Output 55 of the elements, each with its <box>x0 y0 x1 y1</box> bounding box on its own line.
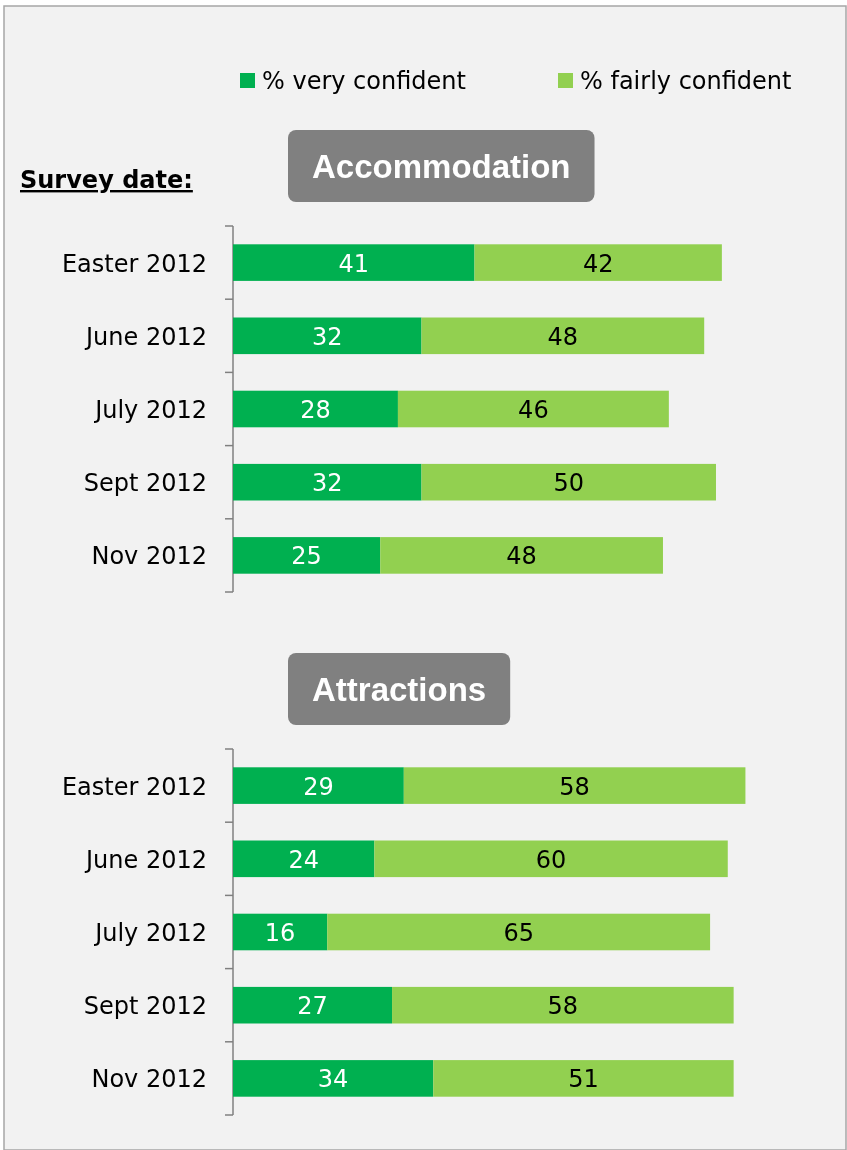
data-label: 50 <box>553 469 584 498</box>
bar <box>233 537 381 574</box>
data-label: 16 <box>264 919 296 947</box>
data-label: 34 <box>317 1065 349 1094</box>
data-label: 29 <box>303 772 334 801</box>
data-label: 41 <box>338 249 370 278</box>
legend-label: % very confident <box>262 67 466 95</box>
data-label: 65 <box>503 919 534 947</box>
bar <box>233 913 328 951</box>
data-label: 42 <box>582 249 614 278</box>
chart-title: Attractions <box>312 671 487 708</box>
bar <box>233 767 404 804</box>
y-tick-label: Nov 2012 <box>91 1065 207 1094</box>
y-tick-label: June 2012 <box>84 322 207 351</box>
data-label: 27 <box>297 992 328 1021</box>
data-label: 24 <box>288 845 319 874</box>
bar <box>327 913 711 951</box>
y-tick-label: Sept 2012 <box>83 992 207 1021</box>
legend-label: % fairly confident <box>580 67 792 95</box>
y-tick-label: Easter 2012 <box>61 249 207 278</box>
data-label: 51 <box>568 1065 599 1094</box>
bar <box>233 840 375 878</box>
data-label: 58 <box>559 772 590 801</box>
data-label: 60 <box>535 845 567 874</box>
y-tick-label: June 2012 <box>84 845 207 874</box>
data-label: 48 <box>506 542 537 571</box>
bar <box>233 1060 434 1097</box>
bar <box>233 317 422 355</box>
data-label: 32 <box>311 322 343 351</box>
y-tick-label: July 2012 <box>93 396 207 424</box>
bar <box>233 244 475 281</box>
y-tick-label: Sept 2012 <box>83 469 207 498</box>
bar <box>233 986 393 1024</box>
chart-title: Accommodation <box>312 148 571 185</box>
bar <box>421 317 705 355</box>
y-tick-label: Easter 2012 <box>61 772 207 801</box>
bar <box>474 244 722 281</box>
data-label: 46 <box>518 396 549 424</box>
data-label: 48 <box>547 322 579 351</box>
bar <box>374 840 728 878</box>
y-tick-label: July 2012 <box>93 919 207 947</box>
y-axis-title: Survey date: <box>20 166 193 194</box>
data-label: 58 <box>547 992 579 1021</box>
bar <box>380 537 663 574</box>
bar <box>233 463 422 501</box>
bar <box>397 390 669 428</box>
bar <box>233 390 398 428</box>
bar <box>433 1060 734 1097</box>
data-label: 28 <box>300 396 331 424</box>
bar <box>392 986 734 1024</box>
data-label: 25 <box>291 542 322 571</box>
data-label: 32 <box>311 469 343 498</box>
bar <box>403 767 746 804</box>
y-tick-label: Nov 2012 <box>91 542 207 571</box>
bar <box>421 463 716 501</box>
